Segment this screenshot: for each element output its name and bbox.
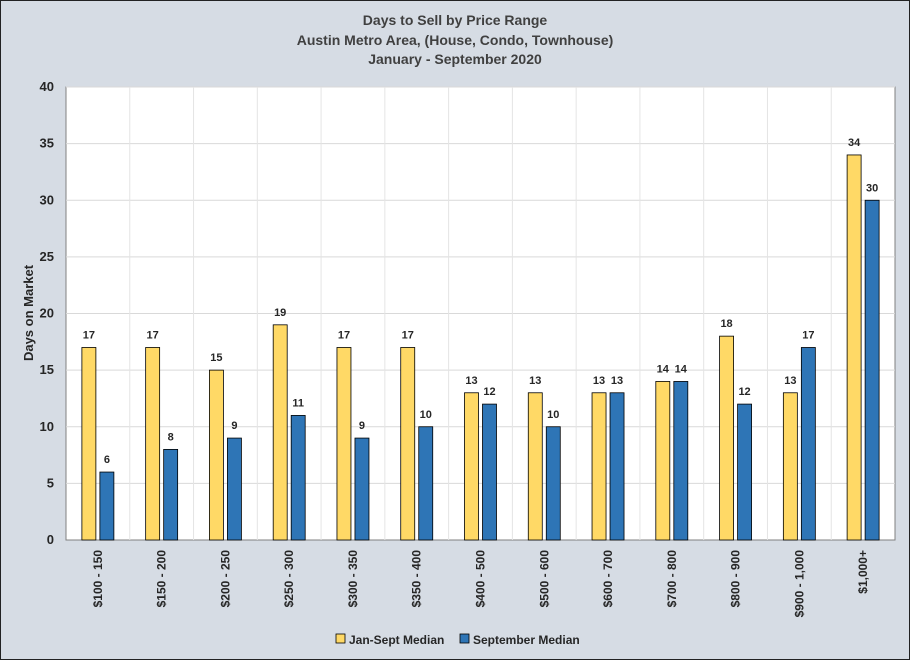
y-axis-ticks: 0 5 10 15 20 25 30 35 40 <box>40 79 54 547</box>
bar-september <box>163 448 179 541</box>
x-tick-label: $500 - 600 <box>537 550 551 608</box>
y-tick-label: 15 <box>40 362 54 377</box>
data-label-jan-sept: 18 <box>720 318 732 330</box>
x-tick-label: $350 - 400 <box>410 550 424 608</box>
bar-jan-sept <box>846 154 862 541</box>
data-label-september: 8 <box>168 431 174 443</box>
x-tick-label: $150 - 200 <box>155 550 169 608</box>
data-label-jan-sept: 17 <box>83 329 95 341</box>
chart-title-line-1: Days to Sell by Price Range <box>363 12 548 28</box>
data-label-september: 12 <box>483 386 495 398</box>
bars <box>81 154 880 541</box>
y-tick-label: 10 <box>40 419 54 434</box>
x-tick-label: $600 - 700 <box>601 550 615 608</box>
x-tick-label: $200 - 250 <box>218 550 232 608</box>
bar-september <box>545 426 561 541</box>
y-tick-label: 25 <box>40 249 54 264</box>
data-label-jan-sept: 13 <box>465 375 477 387</box>
bar-september <box>290 415 306 541</box>
data-label-jan-sept: 15 <box>210 352 222 364</box>
data-label-september: 13 <box>611 375 623 387</box>
x-tick-label: $900 - 1,000 <box>792 550 806 618</box>
data-label-jan-sept: 13 <box>529 375 541 387</box>
bar-september <box>354 437 370 541</box>
x-tick-label: $400 - 500 <box>474 550 488 608</box>
bar-september <box>482 403 497 541</box>
chart-title-line-3: January - September 2020 <box>368 51 542 67</box>
chart-title: Days to Sell by Price Range Austin Metro… <box>297 12 614 67</box>
data-label-september: 6 <box>104 454 110 466</box>
legend-label-september: September Median <box>473 633 580 647</box>
x-axis-labels: $100 - 150 $150 - 200 $200 - 250 $250 - 300… <box>91 550 870 618</box>
bar-jan-sept <box>782 392 798 541</box>
bar-september <box>418 426 434 541</box>
data-label-september: 10 <box>547 409 559 421</box>
y-tick-label: 35 <box>40 136 54 151</box>
data-label-september: 9 <box>359 420 365 432</box>
legend-label-jan-sept: Jan-Sept Median <box>349 633 444 647</box>
data-label-september: 30 <box>866 182 878 194</box>
y-tick-label: 5 <box>47 475 54 490</box>
bar-jan-sept <box>464 392 479 541</box>
bar-september <box>800 347 816 541</box>
bar-jan-sept <box>655 381 671 541</box>
data-label-september: 14 <box>675 363 688 375</box>
bar-jan-sept <box>400 347 416 541</box>
data-label-september: 17 <box>802 329 814 341</box>
bar-jan-sept <box>719 335 734 541</box>
data-label-jan-sept: 13 <box>784 375 796 387</box>
legend-swatch-september <box>459 633 470 644</box>
bar-september <box>609 392 625 541</box>
data-label-jan-sept: 17 <box>147 329 159 341</box>
bar-jan-sept <box>145 347 161 541</box>
data-label-jan-sept: 14 <box>657 363 670 375</box>
chart-title-line-2: Austin Metro Area, (House, Condo, Townho… <box>297 32 614 48</box>
y-axis-title: Days on Market <box>21 264 36 361</box>
y-tick-label: 30 <box>40 192 54 207</box>
data-label-september: 9 <box>231 420 237 432</box>
gridlines <box>66 86 895 540</box>
x-tick-label: $300 - 350 <box>346 550 360 608</box>
data-label-september: 12 <box>738 386 750 398</box>
data-label-jan-sept: 34 <box>848 137 861 149</box>
x-tick-label: $800 - 900 <box>729 550 743 608</box>
data-label-jan-sept: 17 <box>338 329 350 341</box>
bar-jan-sept <box>272 324 288 541</box>
bar-jan-sept <box>591 392 607 541</box>
bar-jan-sept <box>336 347 352 541</box>
bar-jan-sept <box>81 347 97 541</box>
x-tick-label: $700 - 800 <box>665 550 679 608</box>
y-tick-label: 40 <box>40 79 54 94</box>
y-tick-label: 0 <box>47 532 54 547</box>
data-label-jan-sept: 17 <box>402 329 414 341</box>
bar-september <box>99 471 115 541</box>
x-tick-label: $1,000+ <box>856 550 870 594</box>
data-label-september: 11 <box>292 397 304 409</box>
data-labels: 17 17 15 19 17 17 13 13 13 14 18 13 34 6 8 9 11 9 10 12 10 13… <box>83 137 878 466</box>
data-label-jan-sept: 13 <box>593 375 605 387</box>
legend: Jan-Sept Median September Median <box>335 633 580 647</box>
y-tick-label: 20 <box>40 306 54 321</box>
bar-september <box>673 381 689 541</box>
bar-september <box>737 403 752 541</box>
bar-jan-sept <box>209 369 224 541</box>
data-label-september: 10 <box>420 409 432 421</box>
x-tick-label: $100 - 150 <box>91 550 105 608</box>
x-tick-label: $250 - 300 <box>282 550 296 608</box>
legend-swatch-jan-sept <box>335 633 346 644</box>
bar-september <box>864 199 880 541</box>
bar-september <box>227 437 242 541</box>
bar-jan-sept <box>527 392 543 541</box>
data-label-jan-sept: 19 <box>274 307 286 319</box>
